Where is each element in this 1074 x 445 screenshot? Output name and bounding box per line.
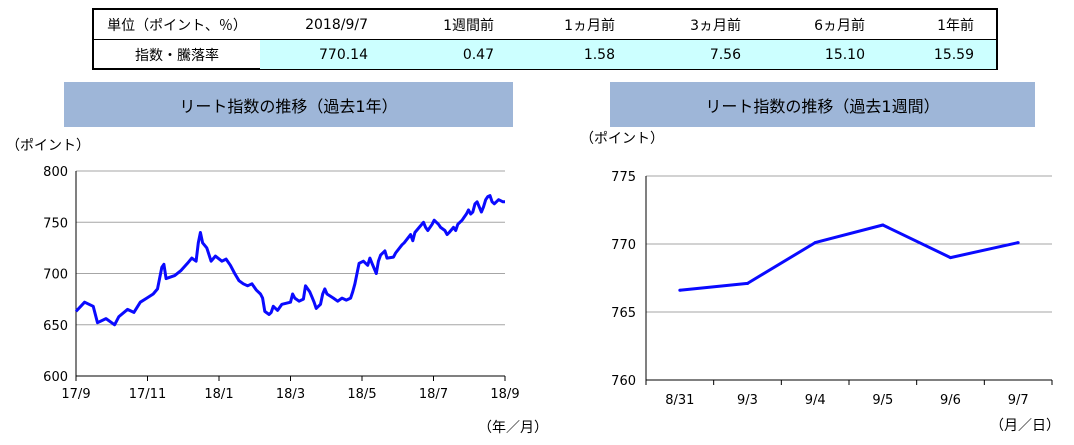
year-x-tick-label: 17/11 <box>129 387 166 402</box>
week-x-tick-label: 9/7 <box>1008 393 1029 408</box>
summary-header-row: 単位（ポイント、％） 2018/9/7 1週間前 1ヵ月前 3ヵ月前 6ヵ月前 … <box>94 10 996 40</box>
month3-change-cell: 7.56 <box>637 40 763 69</box>
week-x-tick-label: 9/5 <box>872 393 893 408</box>
summary-table: 単位（ポイント、％） 2018/9/7 1週間前 1ヵ月前 3ヵ月前 6ヵ月前 … <box>92 8 998 70</box>
year-y-tick-label: 800 <box>43 165 68 180</box>
week-header-cell: 1週間前 <box>443 17 494 34</box>
summary-value-row: 指数・騰落率 770.14 0.47 1.58 7.56 15.10 15.59 <box>94 40 996 69</box>
year-chart-xlabel: （年／月） <box>478 420 548 436</box>
month1-change-cell: 1.58 <box>516 40 637 69</box>
year-x-tick-label: 18/7 <box>419 387 448 402</box>
year-series-line <box>74 194 505 327</box>
year-x-tick-label: 18/3 <box>276 387 305 402</box>
year-x-tick-label: 18/1 <box>204 387 233 402</box>
week-chart-ylabel: （ポイント） <box>580 131 664 147</box>
year-x-tick-label: 18/9 <box>490 387 519 402</box>
month1-header-cell: 1ヵ月前 <box>564 17 615 34</box>
week-data-point <box>949 256 952 260</box>
week-x-tick-label: 9/6 <box>940 393 961 408</box>
date-header-cell: 2018/9/7 <box>305 16 368 33</box>
week-data-point <box>813 241 817 245</box>
week-chart-xlabel: （月／日） <box>990 418 1060 434</box>
index-value-cell: 770.14 <box>260 40 390 69</box>
week-y-tick-label: 760 <box>611 374 636 389</box>
week-data-point <box>746 281 749 285</box>
week-change-cell: 0.47 <box>390 40 516 69</box>
week-chart-title: リート指数の推移（過去1週間） <box>610 82 1035 127</box>
year-chart-title: リート指数の推移（過去1年） <box>64 82 513 127</box>
week-x-tick-label: 9/4 <box>805 393 826 408</box>
year-x-tick-label: 17/9 <box>61 387 90 402</box>
week-y-tick-label: 775 <box>611 170 636 185</box>
year-y-tick-label: 750 <box>43 216 68 231</box>
week-data-point <box>678 288 682 292</box>
month6-change-cell: 15.10 <box>763 40 887 69</box>
year-chart-ylabel: （ポイント） <box>6 138 90 154</box>
week-x-tick-label: 9/3 <box>737 393 758 408</box>
week-series-line <box>679 223 1019 292</box>
month3-header-cell: 3ヵ月前 <box>690 17 741 34</box>
year-y-tick-label: 700 <box>43 268 68 283</box>
index-row-label: 指数・騰落率 <box>135 47 219 64</box>
year-header-cell: 1年前 <box>937 17 974 34</box>
year-x-tick-label: 18/5 <box>347 387 376 402</box>
week-y-tick-label: 770 <box>611 238 636 253</box>
year-y-tick-label: 600 <box>43 370 68 385</box>
month6-header-cell: 6ヵ月前 <box>814 17 865 34</box>
year-y-tick-label: 650 <box>43 319 68 334</box>
week-data-point <box>881 223 885 227</box>
week-data-point <box>1016 241 1020 245</box>
year-change-cell: 15.59 <box>887 40 996 69</box>
week-x-tick-label: 8/31 <box>665 393 694 408</box>
week-y-tick-label: 765 <box>611 306 636 321</box>
unit-header-cell: 単位（ポイント、％） <box>107 17 247 34</box>
